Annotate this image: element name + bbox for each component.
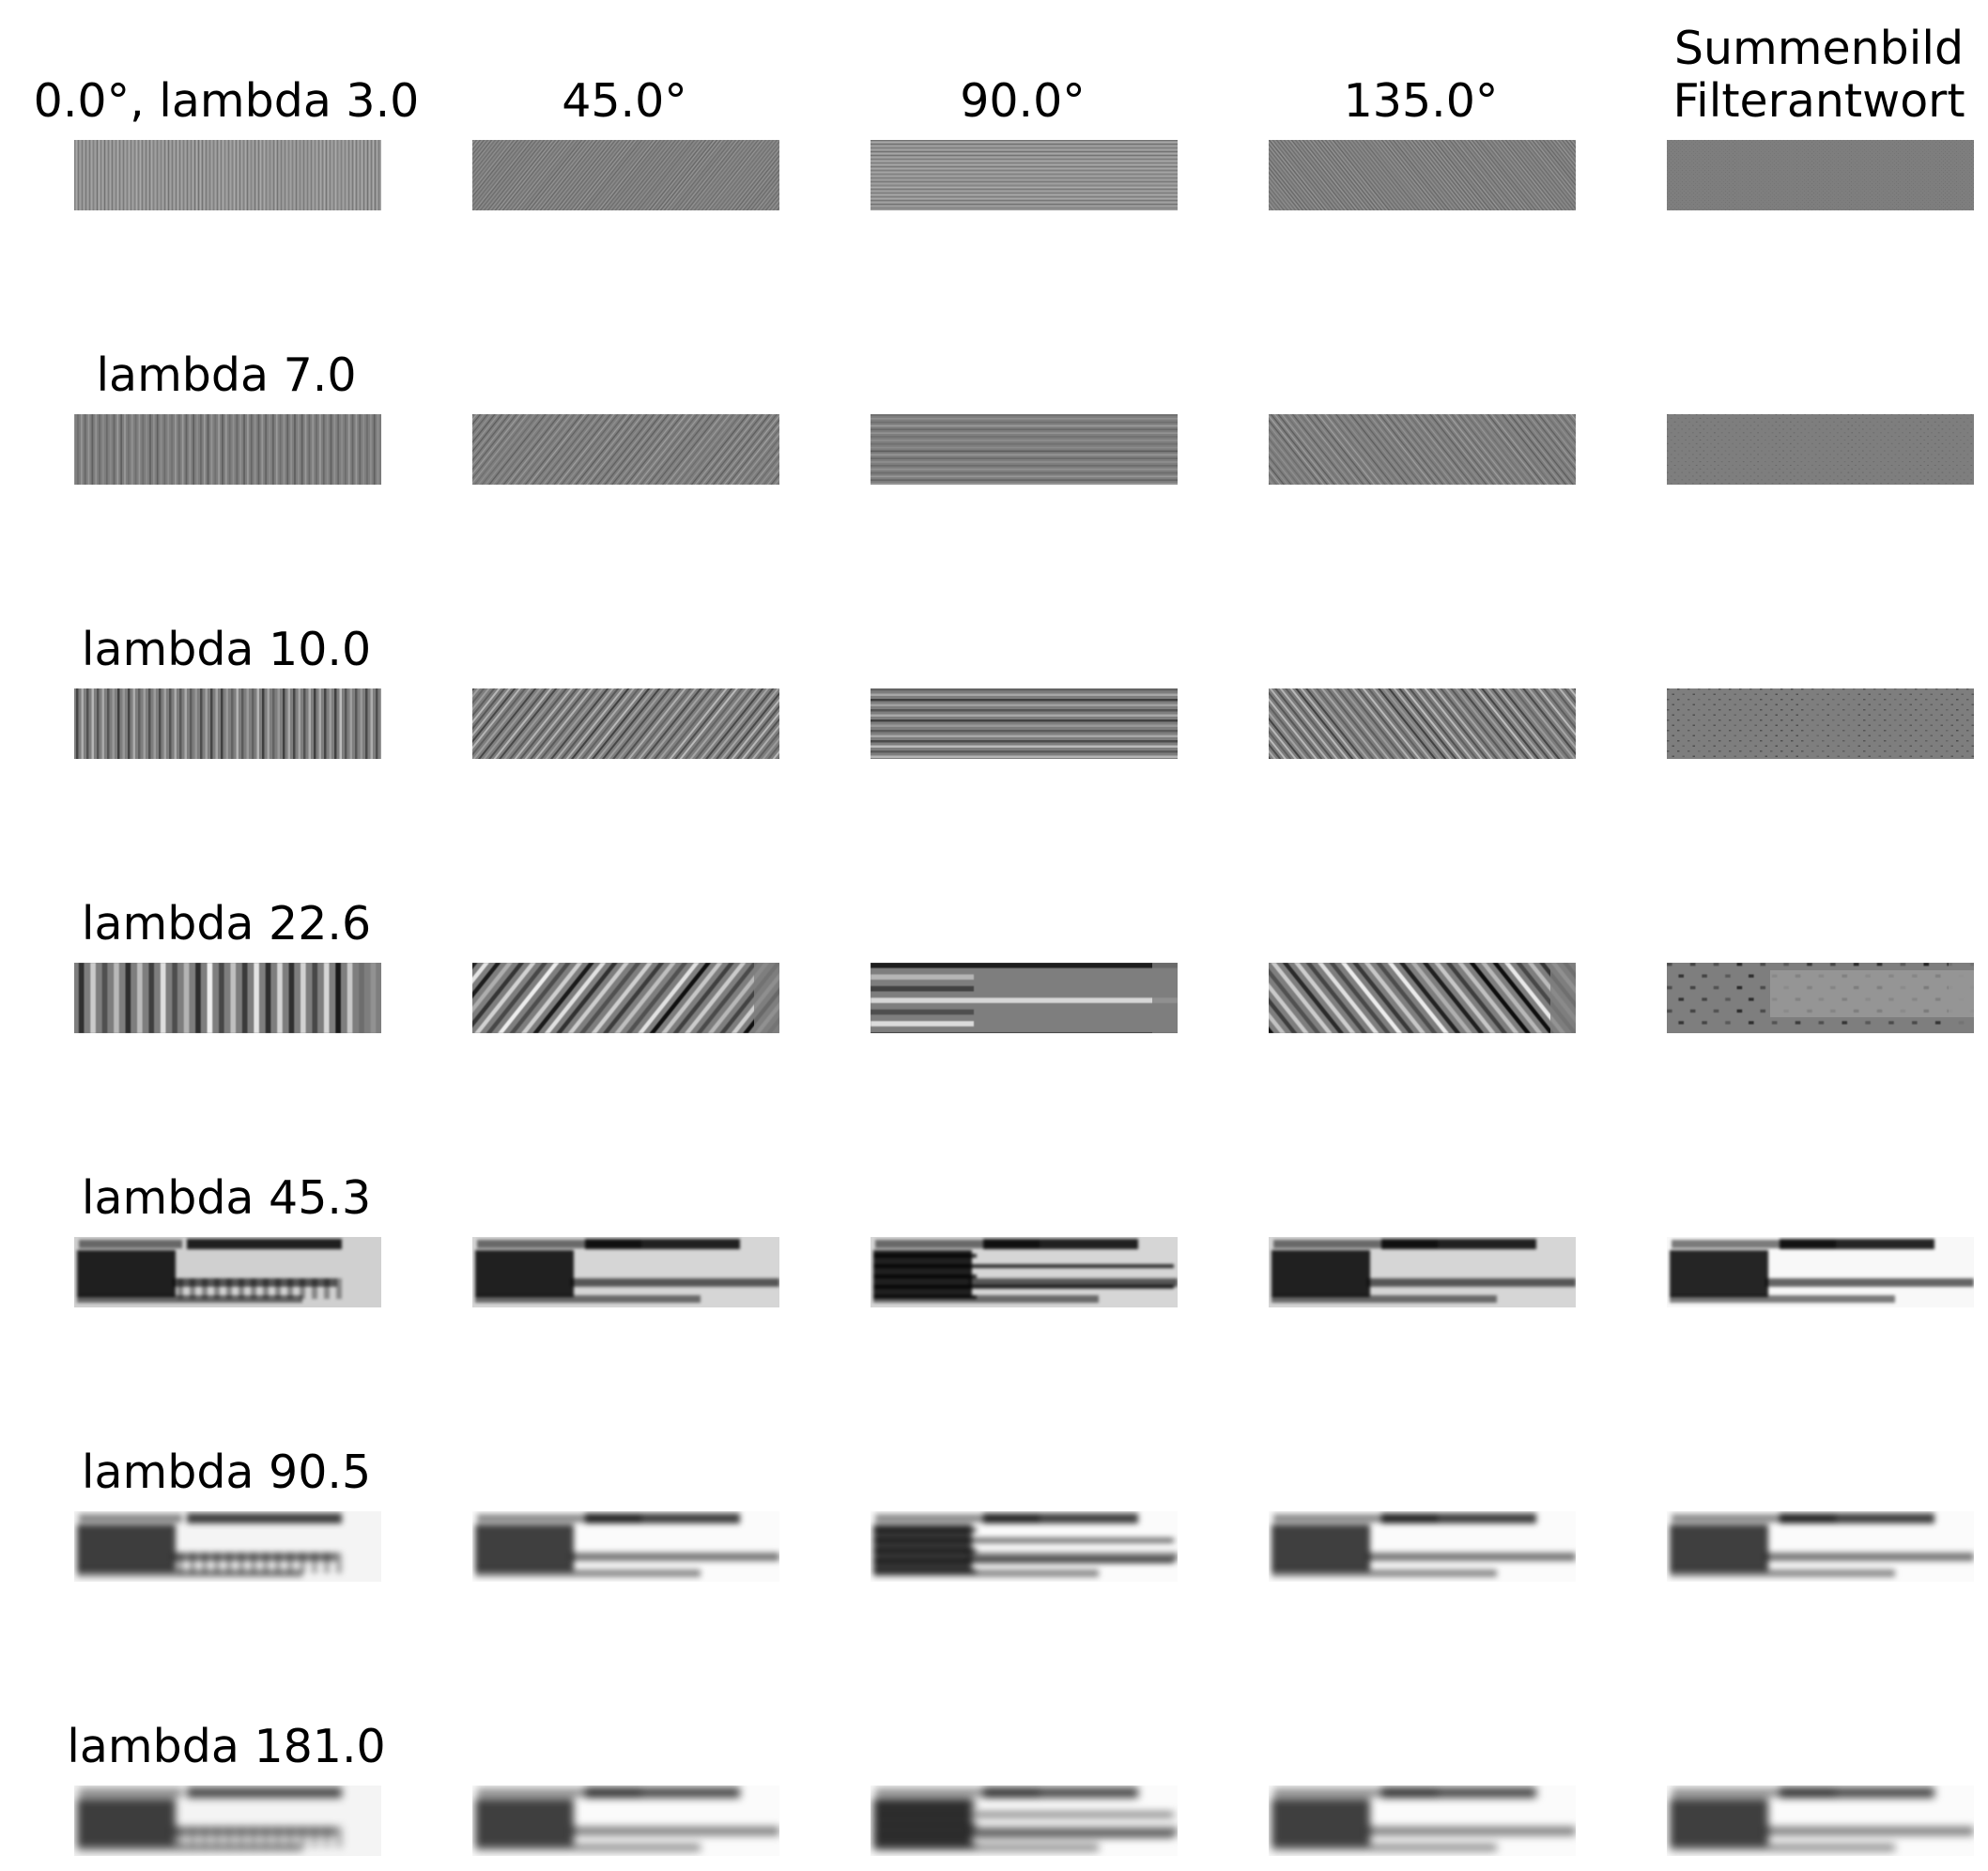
gabor-response-image [871,140,1178,210]
sum-response-image [1667,963,1974,1033]
row-label-lambda: lambda 45.3 [81,1171,372,1225]
gabor-response-image [472,1786,779,1856]
gabor-response-image [871,688,1178,759]
gabor-response-image [871,963,1178,1033]
sum-response-image [1667,1511,1974,1582]
gabor-response-image [871,1237,1178,1307]
gabor-response-image [1269,963,1576,1033]
gabor-response-image [472,140,779,210]
sum-response-image [1667,688,1974,759]
column-header-0deg: 0.0°, lambda 3.0 [33,74,420,128]
gabor-response-image [871,1511,1178,1582]
gabor-response-image [472,414,779,485]
column-header-45deg: 45.0° [562,74,687,128]
column-header-90deg: 90.0° [960,74,1086,128]
gabor-response-image [74,688,381,759]
gabor-response-image [1269,414,1576,485]
gabor-response-image [1269,1786,1576,1856]
gabor-response-image [1269,1511,1576,1582]
sum-response-image [1667,1237,1974,1307]
column-header-sum: Summenbild Filterantwort [1672,22,1965,128]
gabor-response-image [871,414,1178,485]
gabor-response-image [871,1786,1178,1856]
gabor-response-image [74,1511,381,1582]
gabor-response-image [74,414,381,485]
column-header-135deg: 135.0° [1343,74,1499,128]
gabor-response-image [1269,140,1576,210]
gabor-response-image [472,688,779,759]
gabor-response-image [74,1237,381,1307]
row-label-lambda: lambda 181.0 [67,1720,386,1773]
sum-response-image [1667,140,1974,210]
gabor-response-image [74,1786,381,1856]
row-label-lambda: lambda 10.0 [81,623,372,676]
sum-response-image [1667,1786,1974,1856]
gabor-response-image [1269,1237,1576,1307]
gabor-response-image [472,1237,779,1307]
gabor-response-image [472,1511,779,1582]
gabor-response-image [74,140,381,210]
gabor-response-image [1269,688,1576,759]
gabor-response-image [472,963,779,1033]
row-label-lambda: lambda 90.5 [81,1446,372,1499]
row-label-lambda: lambda 7.0 [96,348,357,402]
row-label-lambda: lambda 22.6 [81,897,372,951]
gabor-response-image [74,963,381,1033]
sum-response-image [1667,414,1974,485]
